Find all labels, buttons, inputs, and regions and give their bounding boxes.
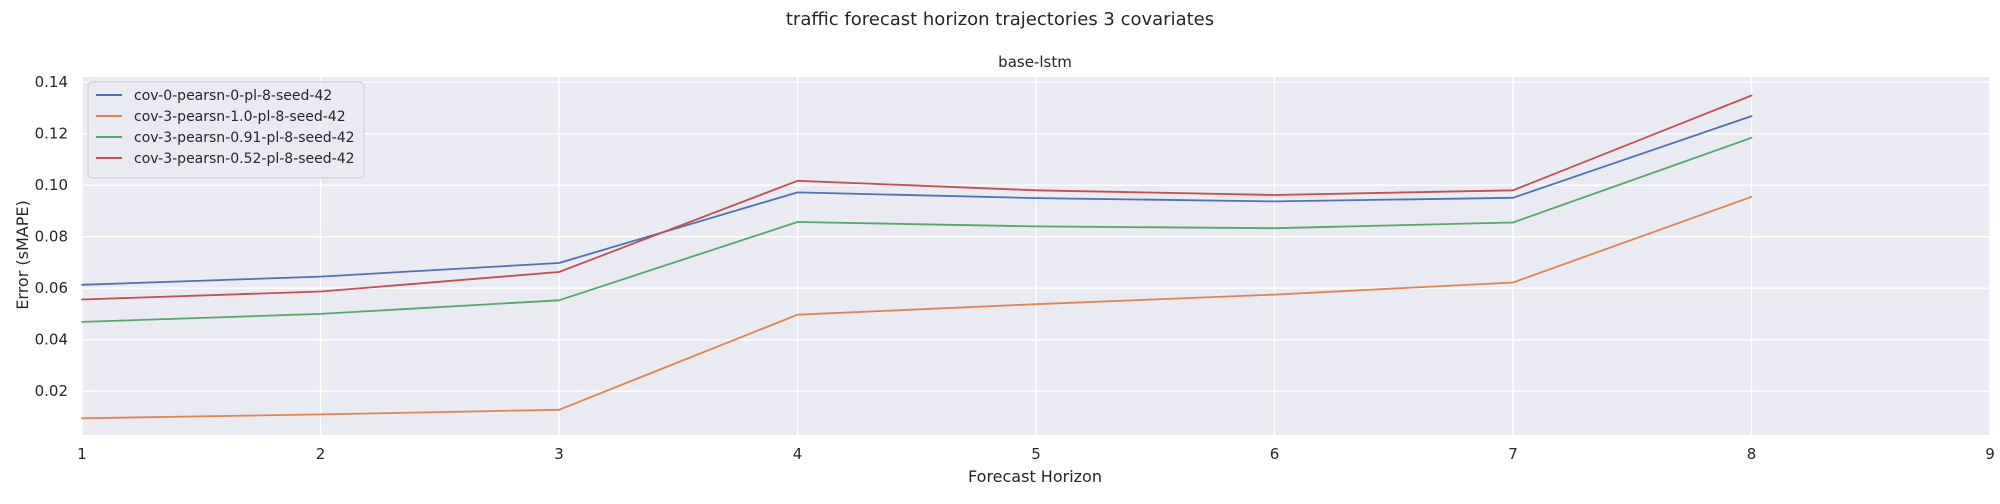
legend-label: cov-3-pearsn-1.0-pl-8-seed-42 — [134, 109, 346, 125]
x-tick-label: 5 — [1031, 445, 1041, 463]
x-tick-label: 1 — [77, 445, 87, 463]
series-line — [81, 115, 1753, 286]
series-line — [81, 136, 1753, 323]
y-tick-label: 0.14 — [35, 73, 68, 91]
legend-label: cov-0-pearsn-0-pl-8-seed-42 — [134, 88, 332, 104]
x-tick-label: 4 — [793, 445, 803, 463]
x-tick-label: 7 — [1508, 445, 1518, 463]
y-axis-label: Error (sMAPE) — [13, 200, 32, 309]
chart-title: base-lstm — [998, 53, 1072, 71]
legend-box — [87, 81, 365, 179]
legend: cov-0-pearsn-0-pl-8-seed-42 cov-3-pearsn-… — [87, 81, 365, 179]
x-tick-label: 9 — [1985, 445, 1995, 463]
x-axis-ticks: 1 2 3 4 5 6 7 8 9 — [77, 445, 1995, 463]
y-tick-label: 0.04 — [35, 331, 68, 349]
y-axis-ticks: 0.02 0.04 0.06 0.08 0.10 0.12 0.14 — [35, 73, 68, 400]
series-lines — [81, 94, 1753, 420]
legend-label: cov-3-pearsn-0.91-pl-8-seed-42 — [134, 130, 355, 146]
x-tick-label: 8 — [1747, 445, 1757, 463]
x-tick-label: 2 — [316, 445, 326, 463]
y-tick-label: 0.10 — [35, 176, 68, 194]
x-axis-label: Forecast Horizon — [968, 467, 1102, 486]
y-tick-label: 0.02 — [35, 382, 68, 400]
x-tick-label: 6 — [1270, 445, 1280, 463]
x-tick-label: 3 — [554, 445, 564, 463]
y-tick-label: 0.06 — [35, 279, 68, 297]
grid-lines — [81, 77, 1991, 435]
figure-suptitle: traffic forecast horizon trajectories 3 … — [786, 9, 1214, 30]
legend-label: cov-3-pearsn-0.52-pl-8-seed-42 — [134, 151, 355, 167]
y-tick-label: 0.12 — [35, 125, 68, 143]
series-line — [81, 94, 1753, 301]
y-tick-label: 0.08 — [35, 228, 68, 246]
series-line — [81, 195, 1753, 420]
